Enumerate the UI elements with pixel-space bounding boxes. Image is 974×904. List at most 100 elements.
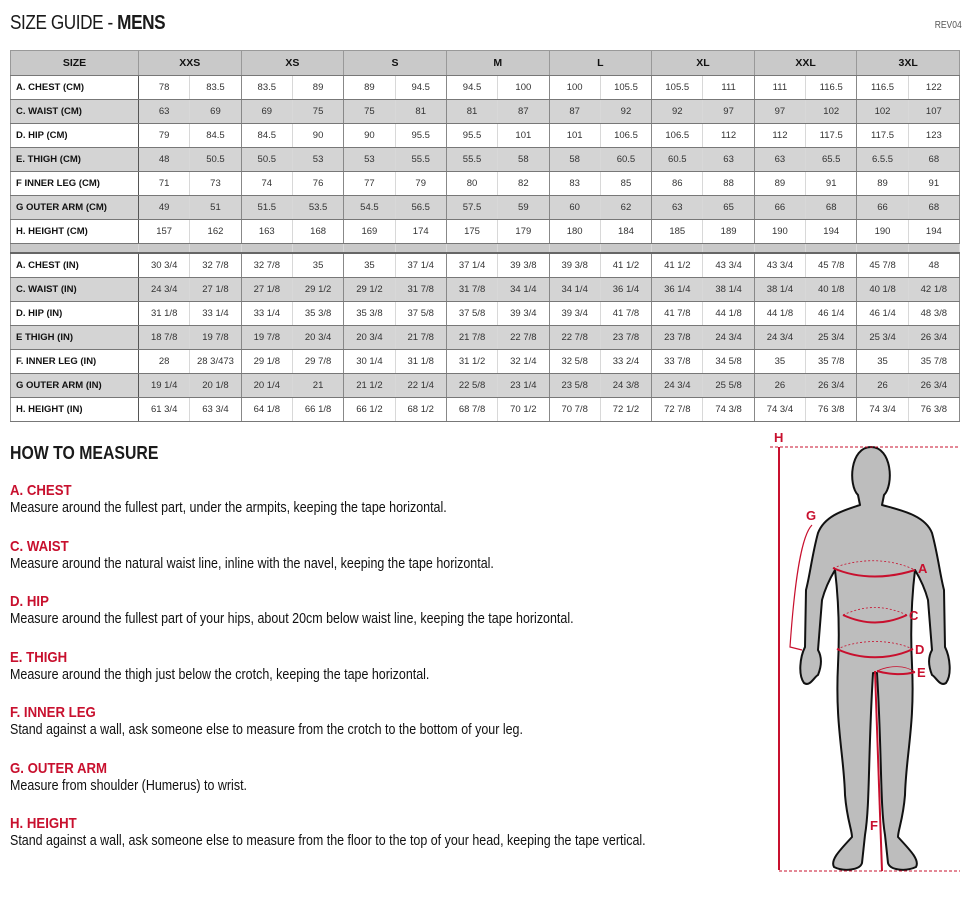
table-cell: 82 [497,171,550,196]
measure-description: Stand against a wall, ask someone else t… [10,833,646,849]
table-cell: 22 1/4 [395,373,447,398]
table-cell: 72 7/8 [651,397,704,422]
table-cell: 55.5 [395,147,447,172]
table-cell: 91 [805,171,858,196]
table-cell: 24 3/4 [702,325,755,350]
table-cell: 74 3/4 [754,397,807,422]
table-row: D. HIP (CM) 79 84.5 84.5 90 90 95.5 95.5 101 101 1… [10,123,961,148]
table-cell: 41 7/8 [600,301,653,326]
table-cell: 81 [395,99,447,124]
table-cell: 75 [343,99,396,124]
separator-cell [497,243,550,254]
size-header-3xl: 3XL [856,50,960,76]
table-row: D. HIP (IN) 31 1/8 33 1/4 33 1/4 35 3/8 35 3/… [10,301,961,326]
measure-heading: C. WAIST [10,537,69,555]
chest-line [832,567,916,578]
table-cell: 34 1/4 [497,277,550,302]
how-to-measure-title: HOW TO MEASURE [10,443,159,463]
table-cell: 30 1/4 [343,349,396,374]
row-label: G OUTER ARM (IN) [10,373,139,398]
table-cell: 90 [343,123,396,148]
table-cell: 23 5/8 [549,373,601,398]
row-label: D. HIP (IN) [10,301,139,326]
table-cell: 33 1/4 [241,301,293,326]
table-cell: 70 1/2 [497,397,550,422]
size-header-l: L [549,50,653,76]
table-cell: 35 [754,349,807,374]
separator-cell [10,243,139,254]
table-cell: 87 [549,99,601,124]
row-label: A. CHEST (IN) [10,253,139,278]
table-cell: 60 [549,195,601,220]
table-cell: 29 1/2 [343,277,396,302]
size-header-xs: XS [241,50,345,76]
size-header-row: SIZE XXS XS S M L XL XXL 3XL [10,50,960,76]
table-cell: 85 [600,171,653,196]
table-cell: 72 1/2 [600,397,653,422]
measure-description: Measure around the thigh just below the … [10,666,430,683]
table-cell: 37 5/8 [446,301,499,326]
table-cell: 41 1/2 [651,253,704,278]
measure-section: G. OUTER ARM Measure from shoulder (Humer… [10,760,770,794]
measure-description: Measure from shoulder (Humerus) to wrist… [10,777,247,794]
table-cell: 92 [600,99,653,124]
separator-cell [189,243,242,254]
table-cell: 26 3/4 [908,373,961,398]
body-measurement-figure: H G A C D E F [770,430,960,872]
table-cell: 101 [497,123,550,148]
table-cell: 79 [138,123,191,148]
waist-line [842,614,908,624]
table-cell: 23 1/4 [497,373,550,398]
table-cell: 75 [292,99,345,124]
table-cell: 38 1/4 [754,277,807,302]
table-cell: 43 3/4 [702,253,755,278]
table-cell: 180 [549,219,601,244]
measure-heading: D. HIP [10,593,49,610]
table-cell: 70 7/8 [549,397,601,422]
measure-section: D. HIP Measure around the fullest part of… [10,593,770,627]
table-cell: 86 [651,171,704,196]
table-cell: 54.5 [343,195,396,220]
measure-description: Measure around the fullest part of your … [10,611,574,627]
table-cell: 74 3/8 [702,397,755,422]
table-cell: 21 7/8 [395,325,447,350]
table-cell: 157 [138,219,191,244]
table-cell: 44 1/8 [702,301,755,326]
table-cell: 26 [856,373,909,398]
table-cell: 184 [600,219,653,244]
table-cell: 37 1/4 [446,253,499,278]
table-cell: 95.5 [446,123,499,148]
table-cell: 74 3/4 [856,397,909,422]
table-cell: 89 [292,75,345,100]
inner-leg-line [874,670,883,872]
table-cell: 84.5 [189,123,242,148]
table-cell: 62 [600,195,653,220]
size-header-xxl: XXL [754,50,858,76]
table-cell: 50.5 [189,147,242,172]
table-cell: 26 3/4 [908,325,961,350]
table-cell: 117.5 [856,123,909,148]
separator-cell [805,243,858,254]
separator-cell [241,243,293,254]
separator-cell [856,243,909,254]
measure-section: F. INNER LEG Stand against a wall, ask so… [10,704,770,738]
table-cell: 65 [702,195,755,220]
separator-cell [343,243,396,254]
table-cell: 45 7/8 [856,253,909,278]
table-cell: 63 [754,147,807,172]
table-cell: 71 [138,171,191,196]
table-cell: 40 1/8 [856,277,909,302]
table-row: F. INNER LEG (IN) 28 28 3/473 29 1/8 29 7/8 3… [10,349,961,374]
table-cell: 59 [497,195,550,220]
table-cell: 73 [189,171,242,196]
table-cell: 44 1/8 [754,301,807,326]
table-cell: 35 [292,253,345,278]
table-cell: 20 1/8 [189,373,242,398]
table-cell: 53 [292,147,345,172]
table-cell: 102 [856,99,909,124]
table-cell: 53 [343,147,396,172]
table-cell: 106.5 [651,123,704,148]
measure-description: Measure around the natural waist line, i… [10,555,494,572]
table-cell: 76 [292,171,345,196]
table-cell: 35 7/8 [805,349,858,374]
